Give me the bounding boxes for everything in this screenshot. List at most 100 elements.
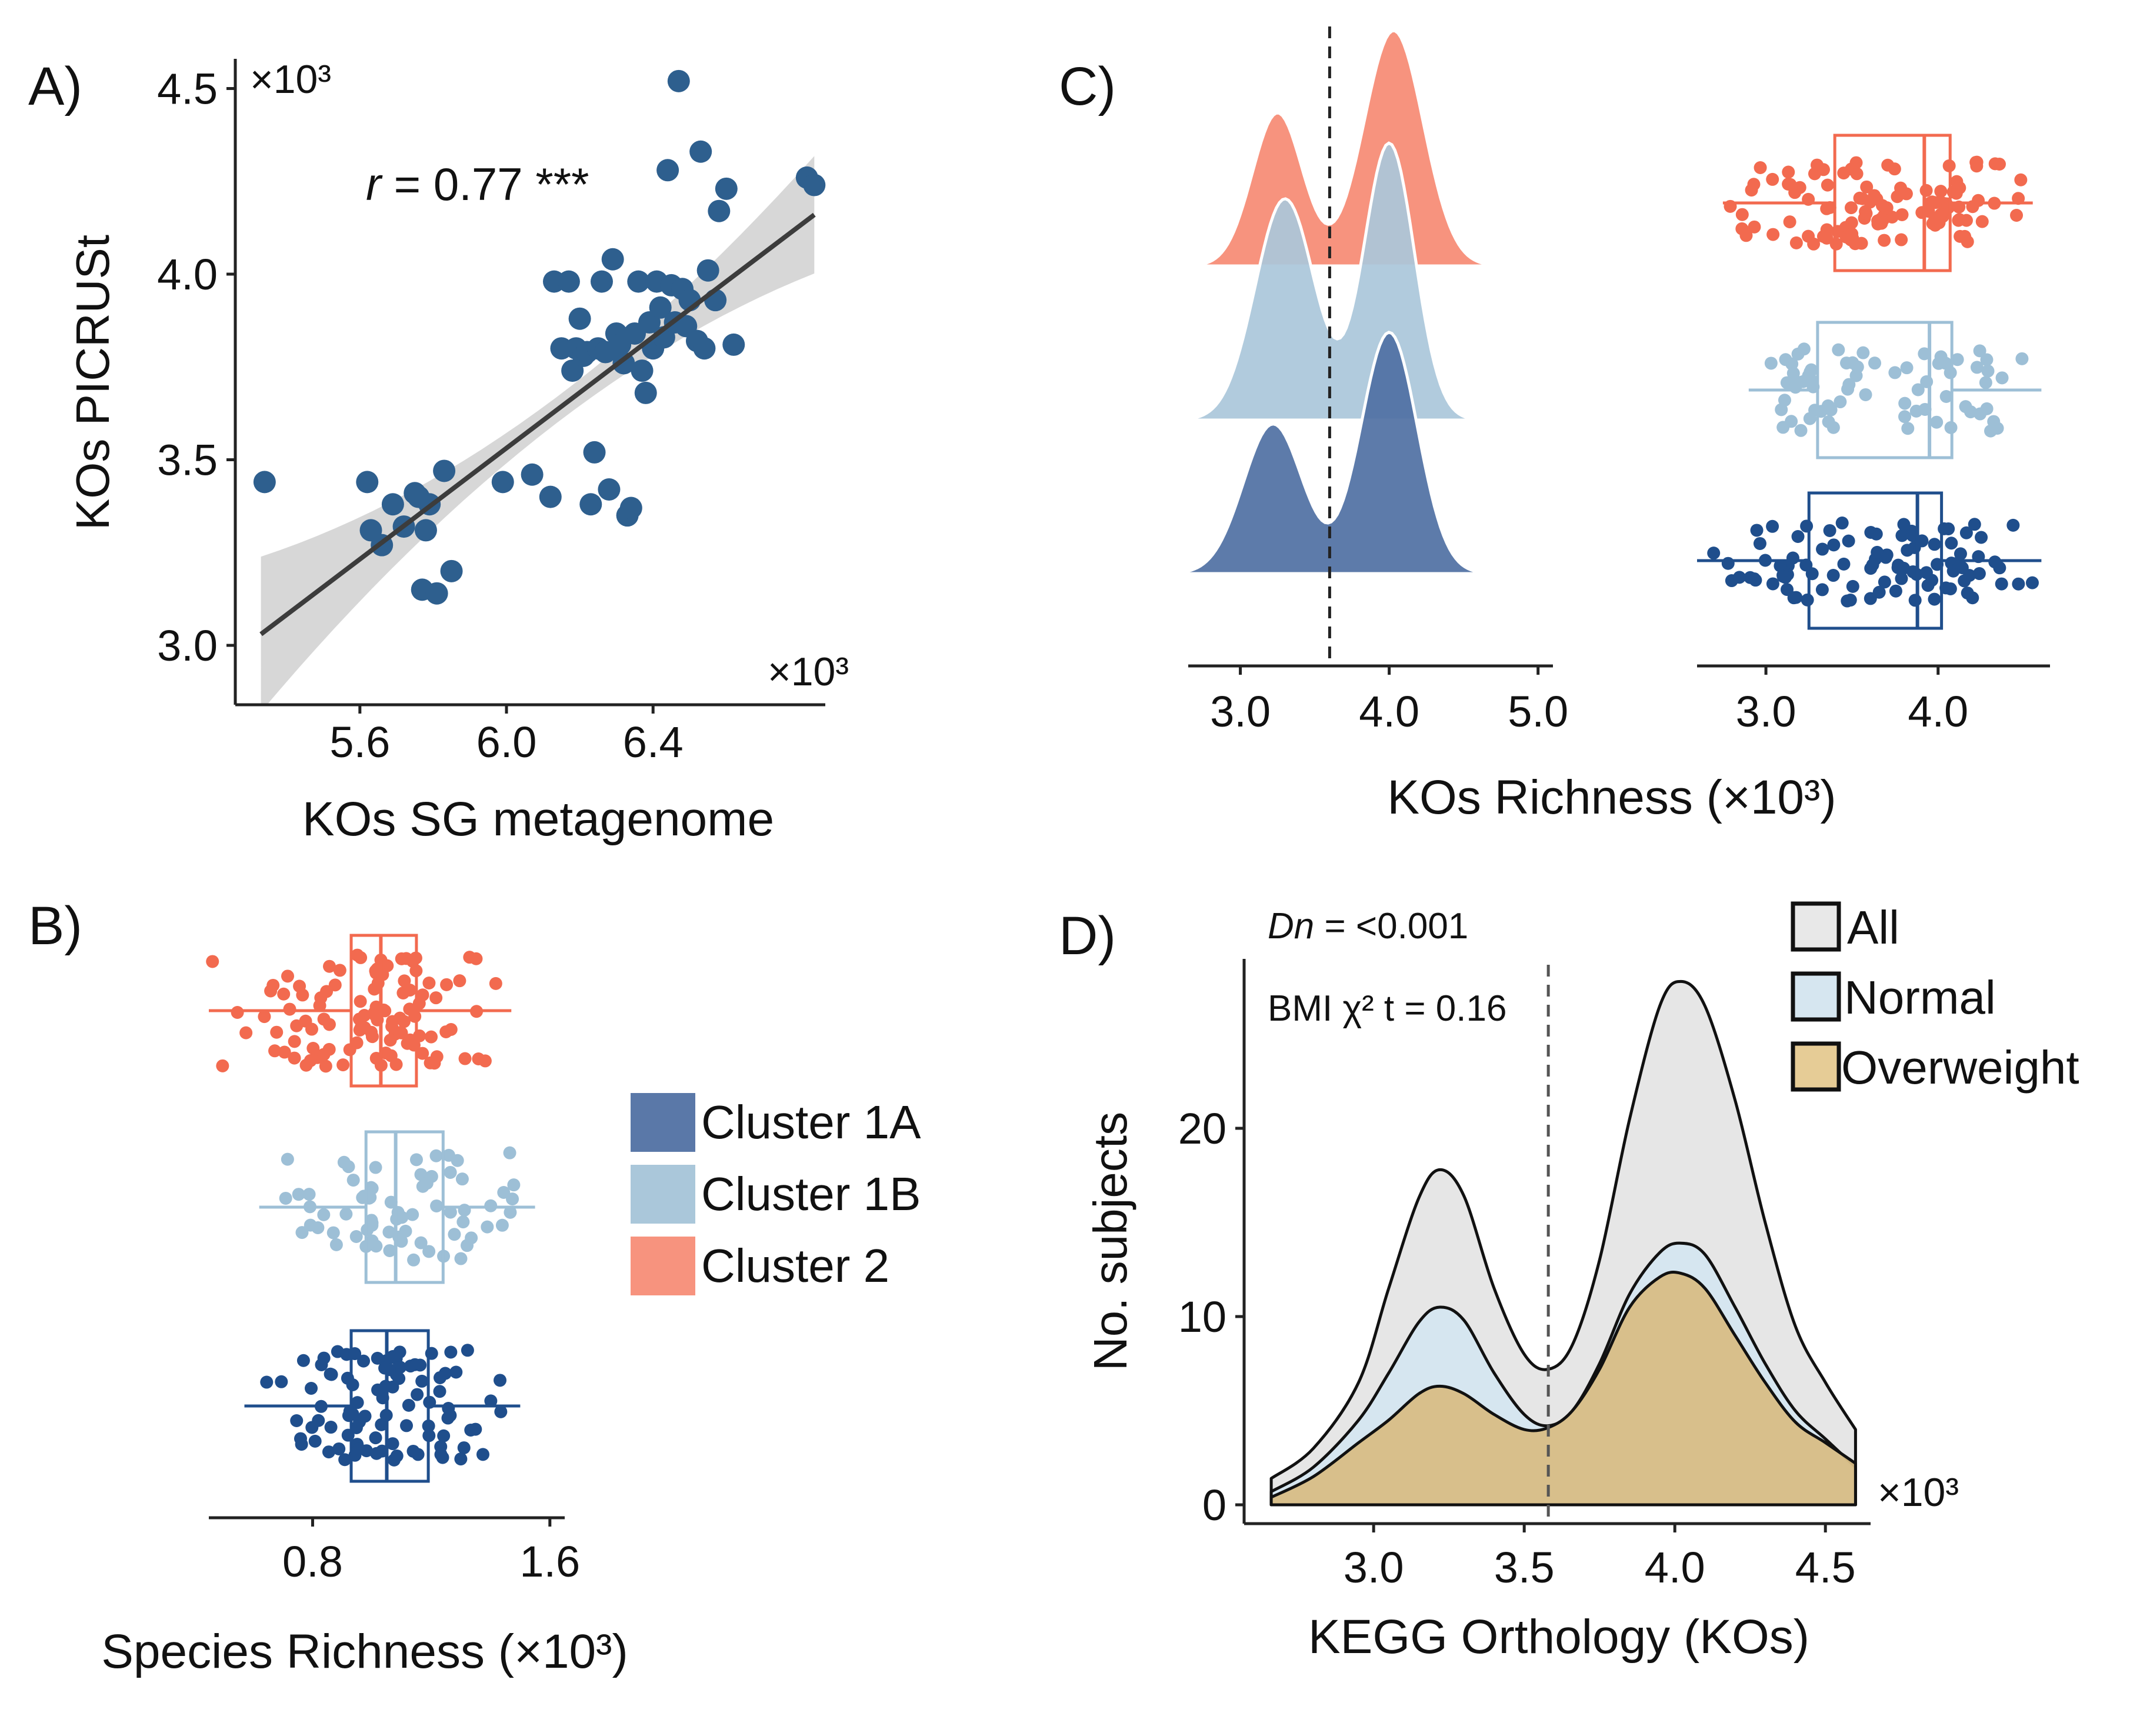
- density-areas: [1269, 979, 1857, 1507]
- x-tick-label: 3.0: [1210, 687, 1271, 736]
- legend-label-cluster-1b: Cluster 1B: [701, 1168, 921, 1220]
- jitter-point: [503, 1146, 516, 1159]
- x-ticks: 3.0 3.5 4.0 4.5: [1344, 1524, 1856, 1592]
- scatter-point: [583, 441, 606, 464]
- jitter-point: [1794, 424, 1808, 437]
- jitter-point: [469, 1422, 482, 1436]
- jitter-point: [1929, 196, 1942, 209]
- jitter-point: [406, 1208, 419, 1221]
- jitter-point: [2006, 518, 2020, 532]
- jitter-point: [383, 1244, 396, 1257]
- jitter-point: [411, 1388, 424, 1401]
- jitter-point: [403, 1002, 416, 1016]
- jitter-point: [1930, 415, 1944, 429]
- box: [1833, 134, 1952, 272]
- jitter-point: [365, 1234, 379, 1248]
- jitter-point: [1958, 574, 1971, 588]
- legend-swatch-normal: [1791, 971, 1841, 1022]
- jitter-point: [465, 1231, 478, 1245]
- jitter-point: [279, 1191, 292, 1205]
- panel-a: A) 3.0 3.5 4.0 4.5 5.6 6.0 6.4 ×10³ ×10³ r = …: [28, 56, 849, 846]
- area-overweight: [1269, 1270, 1857, 1507]
- x-multiplier: ×10³: [1878, 1470, 1959, 1515]
- x-tick-label: 3.0: [1736, 687, 1796, 736]
- scatter-point: [598, 478, 621, 501]
- jitter-point: [1972, 567, 1986, 581]
- jitter-point: [1789, 236, 1803, 249]
- jitter-point: [283, 1002, 296, 1016]
- x-tick-label: 3.0: [1344, 1543, 1404, 1592]
- correlation-annotation: r = 0.77 ***: [366, 158, 589, 210]
- jitter-point: [1835, 517, 1849, 530]
- jitter-point: [403, 984, 416, 997]
- jitter-point: [1919, 566, 1933, 579]
- jitter-point: [357, 1354, 371, 1368]
- jitter-point: [351, 948, 364, 962]
- jitter-point: [364, 1181, 378, 1194]
- jitter-point: [325, 1368, 338, 1381]
- jitter-point: [258, 1010, 271, 1024]
- scatter-point: [667, 69, 690, 92]
- jitter-point: [339, 1207, 353, 1221]
- scatter-point: [601, 248, 624, 271]
- jitter-point: [494, 1405, 508, 1418]
- jitter-point: [386, 1350, 399, 1363]
- x-ticks-density: 3.0 4.0 5.0: [1210, 666, 1568, 736]
- jitter-point: [216, 1059, 229, 1072]
- cluster-legend: Cluster 1A Cluster 1B Cluster 2: [631, 1093, 921, 1295]
- jitter-point: [1889, 584, 1902, 598]
- jitter-point: [368, 982, 381, 996]
- legend-swatch-cluster-1b: [631, 1165, 695, 1224]
- jitter-point: [1941, 201, 1955, 215]
- box-row-cluster-1a: [1697, 491, 2042, 630]
- jitter-point: [454, 1452, 468, 1466]
- box-rows: [206, 934, 535, 1483]
- jitter-point: [436, 1451, 449, 1464]
- jitter-point: [1849, 156, 1863, 169]
- jitter-point: [281, 1152, 294, 1166]
- jitter-point: [1871, 545, 1884, 559]
- y-tick-label: 4.0: [157, 250, 218, 299]
- jitter-point: [1961, 587, 1974, 600]
- panel-d-label: D): [1059, 906, 1116, 966]
- jitter-point: [1766, 228, 1780, 241]
- x-tick-label: 0.8: [282, 1537, 343, 1586]
- jitter-point: [1759, 554, 1772, 567]
- jitter-point: [1789, 374, 1802, 388]
- density-cluster-1a: [1188, 331, 1553, 575]
- scatter-point: [715, 177, 738, 200]
- jitter-point: [1975, 531, 1988, 544]
- jitter-point: [1901, 544, 1914, 557]
- x-tick-label: 4.0: [1645, 1543, 1705, 1592]
- x-multiplier: ×10³: [768, 649, 849, 694]
- jitter-point: [1908, 594, 1922, 607]
- jitter-point: [1844, 201, 1858, 215]
- jitter-point: [437, 1429, 451, 1442]
- jitter-point: [1939, 390, 1953, 404]
- bmi-legend: All Normal Overweight: [1791, 901, 2079, 1094]
- jitter-point: [1815, 583, 1829, 597]
- jitter-point: [1800, 519, 1814, 533]
- bmi-annotation: BMI χ² t = 0.16: [1268, 988, 1506, 1029]
- legend-swatch-cluster-1a: [631, 1093, 695, 1152]
- jitter-point: [350, 1036, 364, 1049]
- jitter-point: [429, 1149, 443, 1162]
- jitter-point: [1898, 396, 1912, 410]
- jitter-point: [1845, 216, 1858, 229]
- x-tick-label: 6.4: [623, 718, 684, 767]
- jitter-point: [1928, 592, 1941, 606]
- jitter-point: [1945, 537, 1958, 550]
- scatter-point: [425, 582, 448, 605]
- jitter-point: [453, 974, 466, 988]
- jitter-point: [1721, 557, 1735, 570]
- scatter-point: [356, 471, 379, 494]
- jitter-point: [292, 1188, 305, 1201]
- jitter-point: [290, 1019, 304, 1032]
- jitter-point: [369, 1009, 382, 1022]
- jitter-point: [1860, 180, 1874, 194]
- jitter-point: [1807, 237, 1821, 251]
- jitter-point: [1954, 229, 1967, 243]
- jitter-point: [294, 1432, 307, 1445]
- jitter-point: [264, 984, 278, 998]
- jitter-point: [1946, 564, 1960, 578]
